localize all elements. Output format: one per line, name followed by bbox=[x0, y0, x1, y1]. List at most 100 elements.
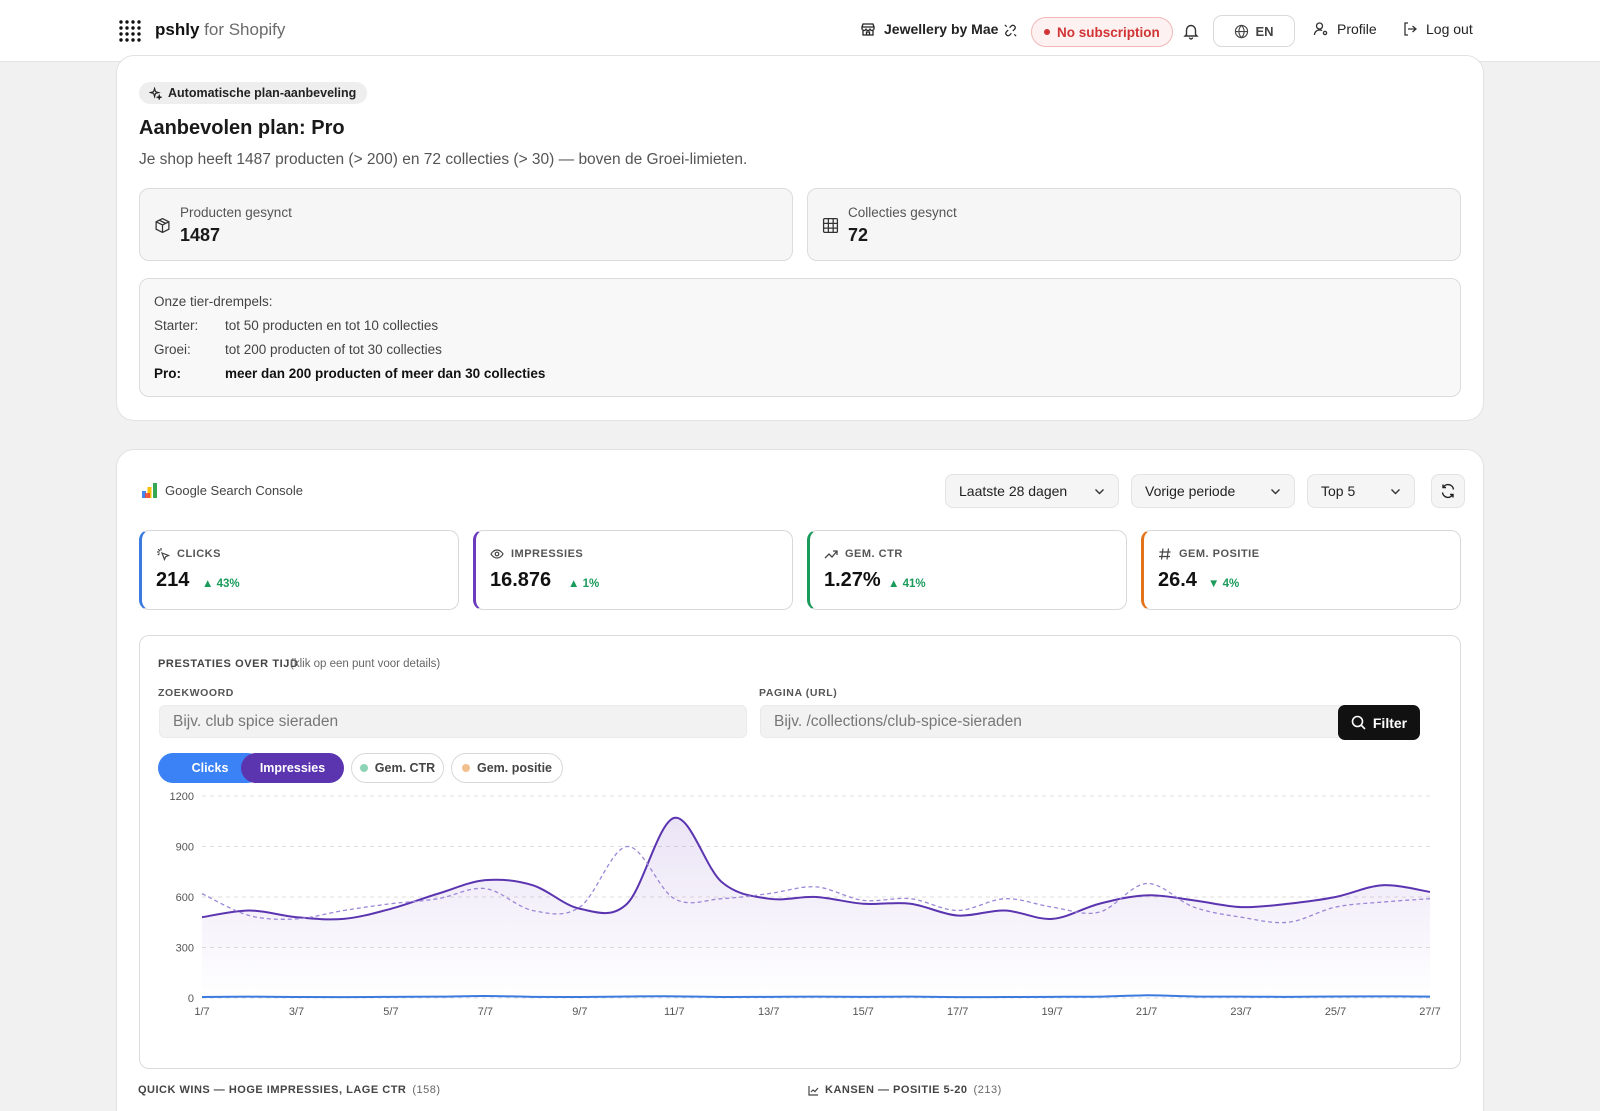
performance-title: PRESTATIES OVER TIJD bbox=[158, 658, 299, 670]
date-range-select[interactable]: Laatste 28 dagen bbox=[945, 474, 1119, 508]
quick-wins-heading: QUICK WINS — HOGE IMPRESSIES, LAGE CTR (… bbox=[138, 1084, 441, 1096]
status-dot bbox=[1044, 29, 1050, 35]
filter-label: Filter bbox=[1372, 714, 1408, 731]
brand-suffix: for Shopify bbox=[204, 20, 286, 39]
plan-description: Je shop heeft 1487 producten (> 200) en … bbox=[139, 151, 748, 168]
page-url-label: PAGINA (URL) bbox=[759, 687, 838, 699]
language-selector[interactable]: EN bbox=[1213, 15, 1295, 47]
tier-name: Groei: bbox=[154, 342, 191, 357]
tier-row-groei: Groei: tot 200 producten of tot 30 colle… bbox=[154, 342, 442, 357]
toggle-label: Gem. positie bbox=[476, 761, 553, 775]
series-line-impressies-vorige-periode bbox=[201, 845, 1431, 924]
tier-row-starter: Starter: tot 50 producten en tot 10 coll… bbox=[154, 318, 438, 333]
tier-name: Pro: bbox=[154, 366, 181, 381]
kpi-clicks: CLICKS 214 ▲ 43% bbox=[139, 530, 459, 610]
x-tick-label: 13/7 bbox=[758, 1006, 779, 1018]
badge-label: Automatische plan-aanbeveling bbox=[168, 86, 357, 100]
tier-rule: tot 200 producten of tot 30 collecties bbox=[225, 342, 442, 357]
y-tick-label: 600 bbox=[176, 892, 194, 904]
subscription-status-badge[interactable]: No subscription bbox=[1031, 17, 1173, 47]
kpi-label: IMPRESSIES bbox=[490, 547, 583, 561]
sparkle-icon bbox=[149, 86, 162, 100]
kpi-delta: ▲ 43% bbox=[202, 578, 240, 590]
bell-icon[interactable] bbox=[1182, 22, 1200, 40]
x-tick-label: 9/7 bbox=[572, 1006, 587, 1018]
subscription-status-label: No subscription bbox=[1057, 24, 1160, 40]
performance-chart[interactable]: 0 300 600 900 1200 1/7 3/7 5/7 7/7 9/7 11/7 13/7 15/… bbox=[158, 788, 1448, 1028]
gsc-bars-icon bbox=[142, 483, 157, 498]
toggle-label: Impressies bbox=[259, 761, 326, 775]
chances-title: KANSEN — POSITIE 5-20 bbox=[825, 1084, 968, 1096]
toggle-ctr[interactable]: Gem. CTR bbox=[351, 753, 444, 783]
collections-synced-label: Collecties gesynct bbox=[848, 205, 957, 220]
x-tick-label: 3/7 bbox=[289, 1006, 304, 1018]
x-tick-label: 7/7 bbox=[478, 1006, 493, 1018]
globe-icon bbox=[1235, 24, 1249, 38]
profile-label: Profile bbox=[1337, 21, 1377, 37]
x-tick-label: 19/7 bbox=[1041, 1006, 1062, 1018]
chevron-down-icon bbox=[1391, 489, 1400, 495]
logout-link[interactable]: Log out bbox=[1402, 21, 1473, 37]
toggle-label: Clicks bbox=[191, 761, 229, 775]
kpi-delta: ▲ 1% bbox=[568, 578, 600, 590]
toggle-position[interactable]: Gem. positie bbox=[451, 753, 563, 783]
y-tick-label: 900 bbox=[176, 842, 194, 854]
series-line-clicks bbox=[201, 994, 1431, 999]
kpi-impressions: IMPRESSIES 16.876 ▲ 1% bbox=[473, 530, 793, 610]
tier-thresholds-title: Onze tier-drempels: bbox=[154, 294, 273, 309]
y-tick-label: 0 bbox=[188, 993, 194, 1005]
quick-wins-count: (158) bbox=[412, 1084, 441, 1096]
brand-name[interactable]: pshly for Shopify bbox=[155, 20, 285, 40]
eye-icon bbox=[490, 549, 504, 559]
shop-name: Jewellery by Mae bbox=[884, 21, 999, 37]
user-settings-icon bbox=[1313, 22, 1328, 36]
legend-dot bbox=[359, 764, 368, 772]
language-code: EN bbox=[1255, 23, 1274, 39]
y-tick-label: 300 bbox=[176, 943, 194, 955]
y-tick-label: 1200 bbox=[170, 791, 194, 803]
compare-period-value: Vorige periode bbox=[1145, 483, 1236, 499]
keyword-input[interactable] bbox=[159, 705, 747, 738]
hash-icon bbox=[1159, 548, 1171, 560]
chances-count: (213) bbox=[973, 1084, 1002, 1096]
kpi-value: 1.27% bbox=[824, 569, 881, 591]
performance-panel: PRESTATIES OVER TIJD (klik op een punt v… bbox=[139, 635, 1461, 1069]
top-n-value: Top 5 bbox=[1321, 483, 1356, 499]
unlink-icon[interactable] bbox=[1003, 23, 1018, 38]
filter-button[interactable]: Filter bbox=[1338, 705, 1420, 740]
x-tick-label: 15/7 bbox=[853, 1006, 874, 1018]
top-n-select[interactable]: Top 5 bbox=[1307, 474, 1415, 508]
grid-icon bbox=[822, 217, 839, 234]
x-tick-label: 21/7 bbox=[1136, 1006, 1157, 1018]
x-tick-label: 5/7 bbox=[383, 1006, 398, 1018]
kpi-label-text: GEM. CTR bbox=[845, 548, 903, 560]
auto-recommendation-badge: Automatische plan-aanbeveling bbox=[139, 82, 368, 104]
tier-rule: tot 50 producten en tot 10 collecties bbox=[225, 318, 439, 333]
x-tick-label: 25/7 bbox=[1325, 1006, 1346, 1018]
kpi-label: GEM. POSITIE bbox=[1158, 547, 1260, 561]
x-tick-label: 11/7 bbox=[664, 1006, 685, 1018]
chances-heading: KANSEN — POSITIE 5-20 (213) bbox=[808, 1084, 1002, 1096]
toggle-impressions[interactable]: Impressies bbox=[241, 753, 344, 783]
box-icon bbox=[155, 217, 170, 234]
gsc-logo: Google Search Console bbox=[141, 481, 303, 499]
products-synced-label: Producten gesynct bbox=[180, 205, 292, 220]
top-navigation: pshly for Shopify Jewellery by Mae No su… bbox=[0, 0, 1600, 62]
quick-wins-title: QUICK WINS — HOGE IMPRESSIES, LAGE CTR bbox=[138, 1084, 407, 1096]
profile-link[interactable]: Profile bbox=[1313, 21, 1377, 37]
kpi-delta: ▲ 41% bbox=[888, 578, 926, 590]
x-tick-label: 1/7 bbox=[194, 1006, 209, 1018]
plan-recommendation-card: Automatische plan-aanbeveling Aanbevolen… bbox=[116, 55, 1484, 421]
series-line-impressies bbox=[201, 816, 1431, 921]
page-url-input[interactable] bbox=[760, 705, 1348, 738]
store-icon bbox=[861, 23, 875, 36]
kpi-ctr: GEM. CTR 1.27% ▲ 41% bbox=[807, 530, 1127, 610]
refresh-button[interactable] bbox=[1431, 474, 1465, 508]
brand-title: pshly bbox=[155, 20, 200, 39]
date-range-value: Laatste 28 dagen bbox=[959, 483, 1068, 499]
compare-period-select[interactable]: Vorige periode bbox=[1131, 474, 1295, 508]
logout-icon bbox=[1404, 22, 1417, 36]
toggle-label: Gem. CTR bbox=[374, 761, 436, 775]
shop-selector[interactable]: Jewellery by Mae bbox=[860, 21, 998, 37]
cursor-click-icon bbox=[157, 548, 170, 561]
